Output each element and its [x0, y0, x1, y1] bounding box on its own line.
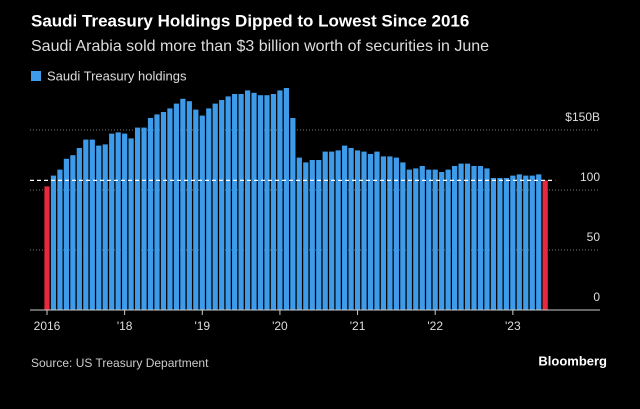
bar [296, 157, 302, 310]
y-tick-label: $150B [565, 110, 600, 124]
bar [134, 127, 141, 310]
bar [173, 103, 179, 310]
bar [322, 151, 328, 310]
bar [490, 178, 497, 310]
bar [128, 138, 134, 310]
bar [536, 174, 542, 310]
bar [452, 166, 458, 310]
chart-subtitle: Saudi Arabia sold more than $3 billion w… [31, 38, 489, 55]
bar [400, 162, 406, 310]
bar [244, 90, 251, 311]
bar [529, 175, 535, 310]
bar [277, 90, 283, 311]
bar [542, 180, 548, 310]
bar [342, 145, 348, 310]
bar [471, 166, 477, 310]
bar [458, 163, 464, 310]
chart-title: Saudi Treasury Holdings Dipped to Lowest… [31, 11, 469, 30]
bar [303, 162, 309, 310]
bar [83, 139, 89, 310]
bar [264, 95, 270, 310]
bar [497, 178, 503, 310]
bar [96, 145, 102, 310]
bar [413, 168, 419, 310]
bar [206, 108, 212, 311]
x-tick-label: '20 [272, 319, 288, 333]
bar [406, 169, 412, 310]
x-tick-label: '21 [350, 319, 366, 333]
bar [503, 178, 509, 310]
x-tick-label: '18 [117, 319, 133, 333]
bar [70, 155, 76, 310]
bar [316, 160, 322, 310]
bar [102, 144, 108, 310]
bar [361, 151, 367, 310]
brand: Bloomberg [538, 353, 607, 368]
bar [180, 98, 186, 310]
bar [426, 169, 432, 310]
bar [393, 157, 399, 310]
bar [238, 94, 244, 310]
bar [510, 175, 516, 310]
bar [50, 175, 57, 310]
bar [44, 186, 50, 310]
bar [57, 169, 63, 310]
bar [257, 95, 264, 310]
bar [354, 150, 361, 310]
legend-swatch [31, 71, 41, 81]
y-tick-label: 50 [587, 230, 601, 244]
x-tick-label: 2016 [34, 319, 61, 333]
bar [439, 172, 445, 310]
x-tick-label: '19 [194, 319, 210, 333]
y-tick-label: 0 [593, 290, 600, 304]
bar [193, 109, 199, 310]
bar [516, 174, 522, 310]
bar [464, 163, 471, 310]
bar [335, 150, 341, 310]
bar [329, 151, 335, 310]
source: Source: US Treasury Department [31, 356, 209, 370]
bar [141, 127, 147, 310]
bar [160, 112, 167, 310]
bar [63, 158, 70, 310]
bar [484, 168, 490, 310]
bar [115, 132, 121, 310]
bar [270, 94, 277, 310]
bar [419, 166, 425, 310]
x-tick-label: '23 [505, 319, 521, 333]
bar [154, 114, 160, 311]
bar [348, 148, 354, 310]
bar [232, 94, 238, 310]
bar [290, 118, 296, 310]
legend-label: Saudi Treasury holdings [47, 68, 187, 83]
bar [167, 108, 173, 311]
bar [109, 133, 115, 310]
bar [219, 100, 225, 310]
bar [251, 92, 257, 310]
bar [523, 175, 529, 310]
bar [380, 156, 387, 310]
bar [122, 133, 128, 310]
x-tick-label: '22 [427, 319, 443, 333]
bar [186, 101, 192, 310]
bar [89, 139, 95, 310]
bar [225, 96, 231, 311]
bar [477, 166, 484, 310]
y-tick-label: 100 [580, 170, 600, 184]
bar [147, 118, 154, 310]
bar [283, 88, 289, 310]
bar [432, 169, 438, 310]
bar [212, 103, 218, 310]
bar [387, 156, 393, 310]
bar [367, 154, 374, 310]
bar [76, 148, 82, 310]
bar [445, 169, 451, 310]
bar [374, 151, 380, 310]
bar [199, 115, 205, 310]
bar [309, 160, 315, 310]
